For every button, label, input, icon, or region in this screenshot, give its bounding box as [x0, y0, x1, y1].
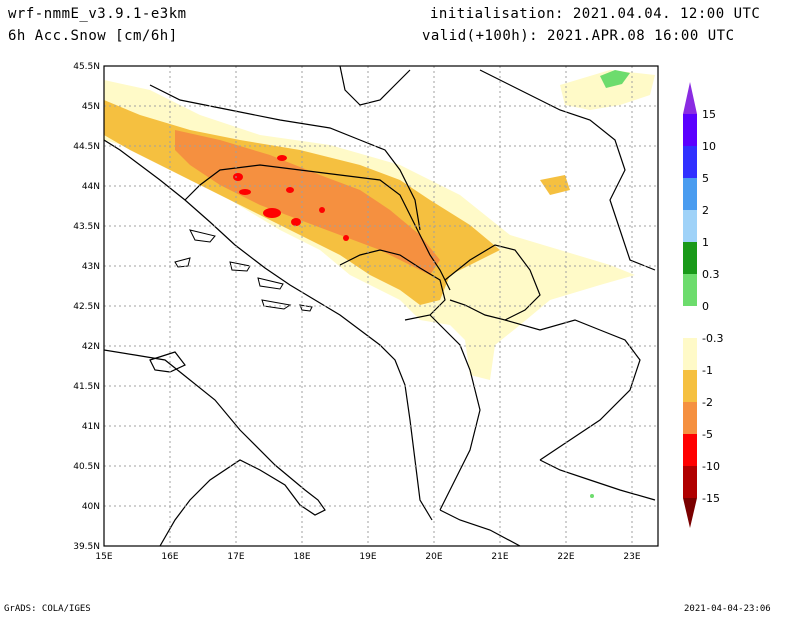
lat-label: 42.5N — [73, 302, 100, 312]
valid-time: valid(+100h): 2021.APR.08 16:00 UTC — [422, 28, 735, 44]
italy-coast — [104, 349, 326, 546]
colorbar-label: -2 — [702, 396, 713, 409]
snow-red-cores — [233, 155, 349, 241]
colorbar-label: -5 — [702, 428, 713, 441]
colorbar-label: 15 — [702, 108, 716, 121]
colorbar-label: 10 — [702, 140, 716, 153]
greek-coast-south — [439, 509, 521, 546]
snow-green-dot — [590, 494, 594, 498]
colorbar-label: 1 — [702, 236, 709, 249]
colorbar-label: 5 — [702, 172, 709, 185]
lat-label: 43.5N — [73, 222, 100, 232]
gridlines — [104, 66, 658, 546]
lon-label: 23E — [623, 552, 640, 562]
colorbar-label: 0 — [702, 300, 709, 313]
montenegro-border — [339, 249, 446, 321]
lat-label: 41.5N — [73, 382, 100, 392]
serbia-kosovo-border — [444, 244, 541, 321]
colorbar: 15 10 5 2 1 0.3 0 -0.3 -1 -2 -5 -10 -15 — [683, 82, 723, 528]
lon-label: 19E — [359, 552, 376, 562]
colorbar-swatch — [683, 402, 697, 434]
lat-label: 44N — [82, 182, 100, 192]
snow-green-patch — [600, 70, 630, 88]
colorbar-label: -10 — [702, 460, 720, 473]
lat-axis: 45.5N 45N 44.5N 44N 43.5N 43N 42.5N 42N … — [73, 62, 100, 552]
colorbar-swatch — [683, 178, 697, 210]
hungary-border — [339, 66, 411, 106]
footer-timestamp: 2021-04-04-23:06 — [684, 604, 771, 614]
romania-bulgaria-border — [479, 69, 656, 271]
lat-label: 39.5N — [73, 542, 100, 552]
colorbar-label: -0.3 — [702, 332, 723, 345]
colorbar-label: 0.3 — [702, 268, 720, 281]
snow-field — [104, 70, 655, 498]
gargano-peninsula — [149, 351, 186, 373]
colorbar-swatch — [683, 466, 697, 498]
lat-label: 43N — [82, 262, 100, 272]
dalmatian-islands — [174, 229, 313, 312]
macedonia-bulgaria-border — [504, 319, 641, 461]
colorbar-swatch — [683, 146, 697, 178]
lon-label: 22E — [557, 552, 574, 562]
lat-label: 40N — [82, 502, 100, 512]
snow-medium-patch — [540, 175, 570, 195]
variable-title: 6h Acc.Snow [cm/6h] — [8, 28, 178, 44]
colorbar-swatch — [683, 306, 697, 338]
colorbar-swatch — [683, 370, 697, 402]
snow-heavy-band — [175, 130, 440, 275]
snow-light-ne — [560, 70, 655, 110]
greece-border — [539, 459, 656, 501]
colorbar-swatch — [683, 210, 697, 242]
colorbar-label: 2 — [702, 204, 709, 217]
lat-label: 40.5N — [73, 462, 100, 472]
lat-label: 42N — [82, 342, 100, 352]
colorbar-swatch — [683, 434, 697, 466]
coastlines-borders — [104, 66, 656, 546]
croatia-north-border — [149, 84, 421, 231]
colorbar-label: -15 — [702, 492, 720, 505]
adriatic-east-coast — [104, 139, 433, 521]
colorbar-bottom-arrow — [683, 498, 697, 528]
init-time: initialisation: 2021.04.04. 12:00 UTC — [430, 6, 761, 22]
lat-label: 41N — [82, 422, 100, 432]
lat-label: 45.5N — [73, 62, 100, 72]
footer-credit: GrADS: COLA/IGES — [4, 604, 91, 614]
model-title: wrf-nmmE_v3.9.1-e3km — [8, 6, 187, 22]
lon-label: 20E — [425, 552, 442, 562]
colorbar-swatch — [683, 114, 697, 146]
albania-macedonia-border — [429, 314, 481, 511]
colorbar-label: -1 — [702, 364, 713, 377]
colorbar-labels: 15 10 5 2 1 0.3 0 -0.3 -1 -2 -5 -10 -15 — [702, 108, 723, 505]
lon-label: 15E — [95, 552, 112, 562]
lat-label: 44.5N — [73, 142, 100, 152]
lon-label: 17E — [227, 552, 244, 562]
map-frame — [103, 65, 659, 547]
lat-label: 45N — [82, 102, 100, 112]
bosnia-border — [184, 164, 451, 291]
colorbar-swatch — [683, 338, 697, 370]
colorbar-top-arrow — [683, 82, 697, 114]
colorbar-swatch — [683, 242, 697, 274]
lon-label: 21E — [491, 552, 508, 562]
lon-label: 16E — [161, 552, 178, 562]
lon-label: 18E — [293, 552, 310, 562]
colorbar-swatch — [683, 274, 697, 306]
lon-axis: 15E 16E 17E 18E 19E 20E 21E 22E 23E — [95, 552, 640, 562]
